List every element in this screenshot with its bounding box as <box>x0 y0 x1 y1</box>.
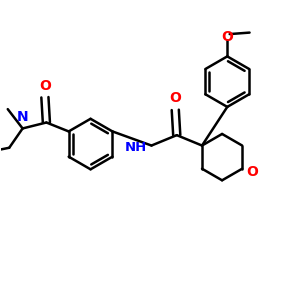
Text: O: O <box>39 79 51 93</box>
Text: NH: NH <box>125 140 147 154</box>
Text: O: O <box>169 92 181 105</box>
Text: N: N <box>17 110 28 124</box>
Text: O: O <box>247 165 259 179</box>
Text: O: O <box>221 30 233 44</box>
